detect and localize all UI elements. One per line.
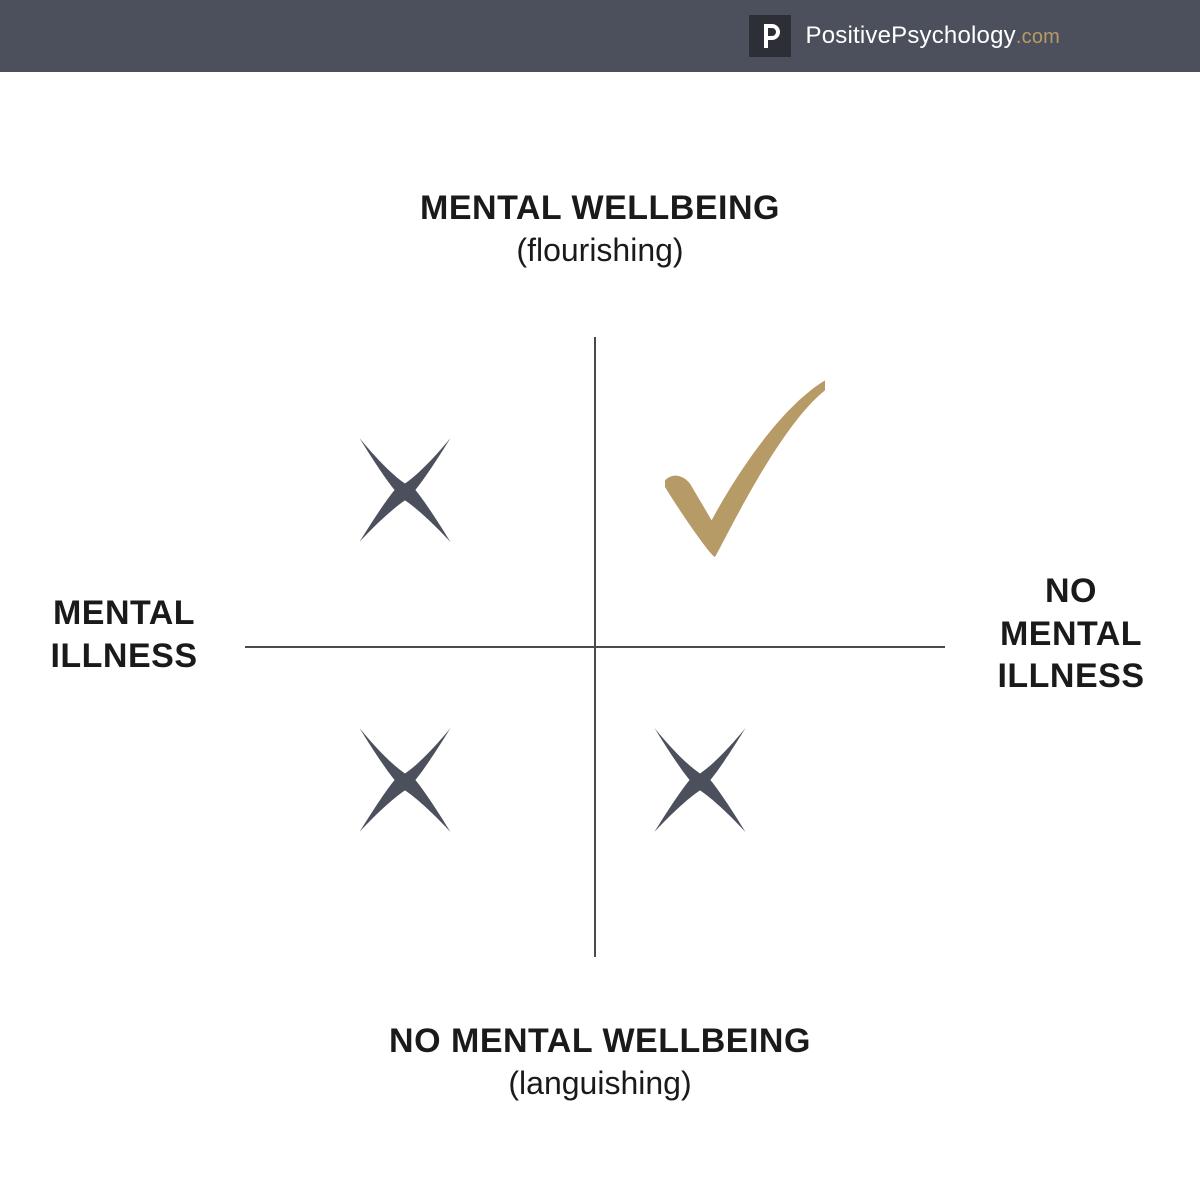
brand-part-1: Positive xyxy=(805,22,891,49)
axis-label-right-line1: NO xyxy=(976,570,1166,613)
axis-label-right: NO MENTAL ILLNESS xyxy=(976,570,1166,698)
axis-label-right-line3: ILLNESS xyxy=(976,655,1166,698)
axis-label-top-main: MENTAL WELLBEING xyxy=(0,187,1200,230)
axis-label-bottom-main: NO MENTAL WELLBEING xyxy=(0,1020,1200,1063)
x-icon xyxy=(635,702,765,832)
check-icon xyxy=(635,367,835,567)
brand-logo-box xyxy=(749,15,791,57)
brand-tld: .com xyxy=(1016,26,1060,48)
axis-label-left-line2: ILLNESS xyxy=(24,635,224,678)
axis-label-left: MENTAL ILLNESS xyxy=(24,592,224,677)
brand-logo-icon xyxy=(758,22,782,50)
axis-label-top-sub: (flourishing) xyxy=(0,230,1200,270)
x-icon xyxy=(340,412,470,542)
axis-label-bottom: NO MENTAL WELLBEING (languishing) xyxy=(0,1020,1200,1103)
brand-part-2: Psychology xyxy=(891,22,1016,49)
x-icon xyxy=(340,702,470,832)
axis-label-right-line2: MENTAL xyxy=(976,613,1166,656)
axis-label-left-line1: MENTAL xyxy=(24,592,224,635)
axis-label-top: MENTAL WELLBEING (flourishing) xyxy=(0,187,1200,270)
quadrant-diagram: MENTAL WELLBEING (flourishing) NO MENTAL… xyxy=(0,72,1200,1201)
header-bar: PositivePsychology.com xyxy=(0,0,1200,72)
axis-label-bottom-sub: (languishing) xyxy=(0,1063,1200,1103)
brand-text: PositivePsychology.com xyxy=(805,22,1060,50)
